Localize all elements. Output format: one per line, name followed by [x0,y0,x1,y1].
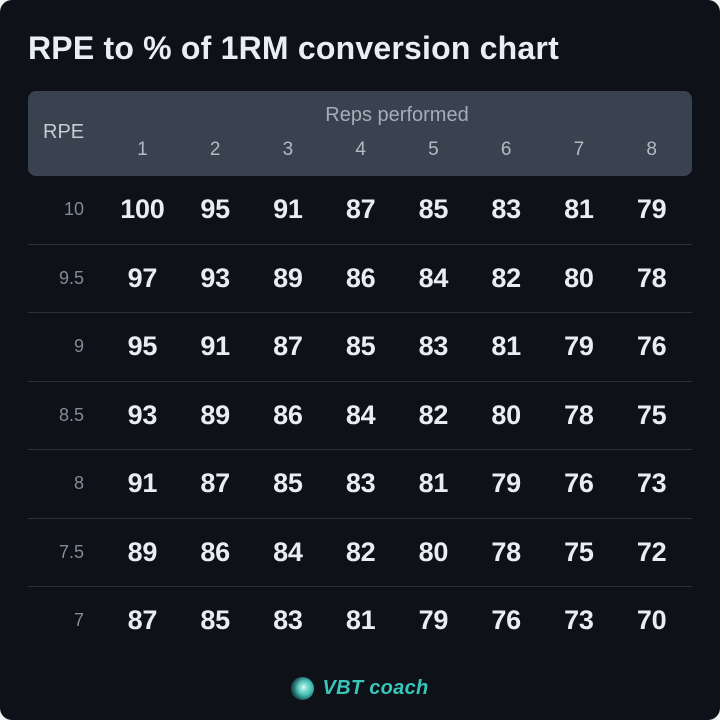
rpe-row-label: 9 [73,336,84,357]
table-row: 8.5 93 89 86 84 82 80 78 75 [28,380,692,450]
percent-value-cell: 79 [636,194,667,225]
percent-value-cell: 84 [273,536,303,567]
column-header: 6 [500,139,512,160]
percent-value-cell: 86 [200,536,230,567]
table-row: 10 100 95 91 87 85 83 81 79 [28,176,692,244]
column-header: 4 [355,139,366,160]
percent-value-cell: 85 [200,605,230,636]
brand-footer: VBT coach [0,656,720,720]
percent-value-cell: 79 [491,468,521,499]
percent-value-cell: 95 [200,194,230,225]
percent-value-cell: 78 [636,262,667,293]
rpe-corner-label: RPE [43,121,85,143]
percent-value-cell: 83 [345,468,376,499]
percent-value-cell: 84 [345,399,376,430]
column-header: 2 [209,139,221,160]
table-row: 9.5 97 93 89 86 84 82 80 78 [28,243,692,313]
percent-value-cell: 85 [273,468,303,499]
percent-value-cell: 78 [491,536,521,567]
percent-value-cell: 75 [636,399,667,430]
percent-value-cell: 91 [273,194,303,225]
percent-value-cell: 86 [273,399,303,430]
rpe-row-label: 10 [63,199,84,220]
percent-value-cell: 87 [273,331,303,362]
percent-value-cell: 89 [273,262,303,293]
percent-value-cell: 75 [564,536,594,567]
table-row: 9 95 91 87 85 83 81 79 76 [28,312,692,381]
table-row: 8 91 87 85 83 81 79 76 73 [28,449,692,518]
percent-value-cell: 76 [491,605,521,636]
rpe-row-label: 8.5 [58,404,84,425]
table-body: 10 100 95 91 87 85 83 81 79 9.5 97 93 89 86 84 82 80 78 9 9… [28,176,692,655]
column-header: 7 [573,139,585,160]
percent-value-cell: 81 [345,605,376,636]
percent-value-cell: 81 [491,331,521,362]
column-header: 3 [282,139,294,160]
percent-value-cell: 86 [345,262,376,293]
percent-value-cell: 93 [127,399,158,430]
percent-value-cell: 72 [636,536,667,567]
percent-value-cell: 81 [564,194,594,225]
percent-value-cell: 93 [200,262,230,293]
percent-value-cell: 85 [345,331,376,362]
percent-value-cell: 91 [127,468,158,499]
percent-value-cell: 79 [564,331,594,362]
percent-value-cell: 97 [127,262,158,293]
percent-value-cell: 85 [418,194,449,225]
percent-value-cell: 95 [127,331,158,362]
percent-value-cell: 87 [127,605,158,636]
column-header: 5 [428,139,439,160]
percent-value-cell: 83 [273,605,303,636]
percent-value-cell: 83 [491,194,521,225]
rpe-row-label: 7.5 [58,541,84,562]
percent-value-cell: 83 [418,331,449,362]
column-header: 8 [646,139,657,160]
percent-value-cell: 89 [127,536,158,567]
percent-value-cell: 82 [345,536,376,567]
table-header: RPE Reps performed 1 2 3 4 5 6 7 8 [28,91,692,176]
page-title: RPE to % of 1RM conversion chart [28,30,559,66]
percent-value-cell: 89 [200,399,230,430]
rpe-row-label: 8 [73,473,84,494]
percent-value-cell: 78 [564,399,594,430]
percent-value-cell: 79 [418,605,449,636]
percent-value-cell: 73 [636,468,667,499]
percent-value-cell: 80 [564,262,594,293]
percent-value-cell: 84 [418,262,449,293]
percent-value-cell: 91 [200,331,230,362]
column-header: 1 [137,139,148,160]
percent-value-cell: 80 [418,536,449,567]
rpe-row-label: 7 [73,610,84,631]
percent-value-cell: 80 [491,399,521,430]
percent-value-cell: 73 [564,605,594,636]
percent-value-cell: 87 [345,194,376,225]
percent-value-cell: 76 [636,331,667,362]
reps-performed-header: Reps performed [325,104,469,126]
percent-value-cell: 100 [120,194,165,225]
vbt-coach-logo-icon [291,676,315,700]
table-row: 7 87 85 83 81 79 76 73 70 [28,586,692,655]
percent-value-cell: 82 [491,262,521,293]
table-row: 7.5 89 86 84 82 80 78 75 72 [28,517,692,587]
brand-name: VBT coach [322,676,429,699]
percent-value-cell: 70 [636,605,667,636]
rpe-row-label: 9.5 [58,267,84,288]
percent-value-cell: 76 [564,468,594,499]
percent-value-cell: 82 [418,399,449,430]
percent-value-cell: 81 [418,468,449,499]
percent-value-cell: 87 [200,468,230,499]
